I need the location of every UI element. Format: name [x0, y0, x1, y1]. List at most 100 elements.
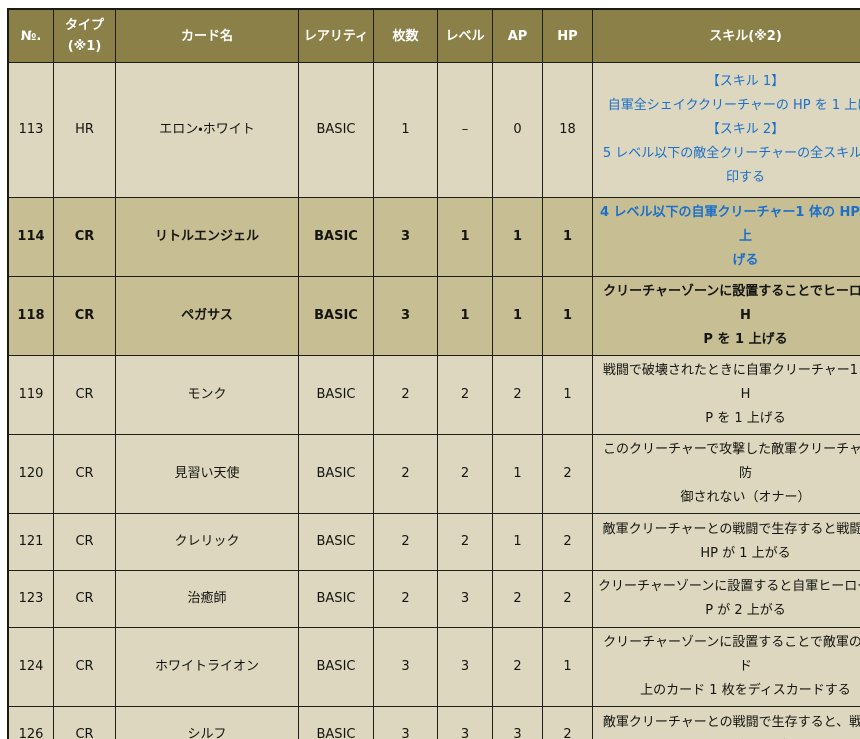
- table-header: №. タイプ (※1) カード名 レアリティ 枚数 レベル AP HP スキル(※2): [7, 8, 860, 63]
- cell-skill: クリーチャーゾーンに設置することで敵軍のハンド 上のカード 1 枚をディスカード…: [592, 627, 860, 707]
- header-row: №. タイプ (※1) カード名 レアリティ 枚数 レベル AP HP スキル(※2): [7, 8, 860, 63]
- cell-rarity: BASIC: [298, 197, 374, 277]
- cell-level: 1: [437, 197, 493, 277]
- cell-type: HR: [53, 62, 116, 198]
- column-header-level: レベル: [437, 8, 493, 63]
- cell-ap: 2: [492, 627, 543, 707]
- cell-level: 3: [437, 570, 493, 628]
- card-row-123: 123CR治癒師BASIC2322クリーチャーゾーンに設置すると自軍ヒーローのH…: [7, 570, 860, 628]
- cell-hp: 1: [542, 276, 593, 356]
- cell-ap: 2: [492, 355, 543, 435]
- cell-name: リトルエンジェル: [115, 197, 299, 277]
- cell-count: 2: [373, 513, 438, 571]
- cell-count: 1: [373, 62, 438, 198]
- cell-count: 3: [373, 706, 438, 739]
- card-row-114: 114 CR リトルエンジェル BASIC 3 1 1 1 4 レベル以下の自軍クリーチャー1 …: [7, 197, 860, 277]
- column-header-no: №.: [7, 8, 54, 63]
- cell-count: 2: [373, 355, 438, 435]
- column-header-type: タイプ (※1): [53, 8, 116, 63]
- cell-no: 118: [7, 276, 54, 356]
- cell-skill: クリーチャーゾーンに設置することでヒーローの H P を 1 上げる: [592, 276, 860, 356]
- card-row-126: 126 CR シルフ BASIC 3 3 3 2 敵軍クリーチャーとの戦闘で生存すると、戦闘後 …: [7, 706, 860, 739]
- cell-rarity: BASIC: [298, 276, 374, 356]
- cell-level: 1: [437, 276, 493, 356]
- cell-count: 3: [373, 276, 438, 356]
- cell-no: 113: [7, 62, 54, 198]
- cell-skill: 敵軍クリーチャーとの戦闘で生存すると、戦闘後 に HP が 1 上がる: [592, 706, 860, 739]
- cell-type: CR: [53, 513, 116, 571]
- cell-rarity: BASIC: [298, 570, 374, 628]
- cell-level: –: [437, 62, 493, 198]
- column-header-hp: HP: [542, 8, 593, 63]
- cell-count: 2: [373, 434, 438, 514]
- cell-hp: 1: [542, 197, 593, 277]
- card-row-120: 120 CR 見習い天使 BASIC 2 2 1 2 このクリーチャーで攻撃した敵軍クリーチャー…: [7, 434, 860, 514]
- cell-type: CR: [53, 434, 116, 514]
- cell-level: 2: [437, 355, 493, 435]
- cell-name: シルフ: [115, 706, 299, 739]
- cell-ap: 3: [492, 706, 543, 739]
- cell-hp: 1: [542, 627, 593, 707]
- cell-type: CR: [53, 706, 116, 739]
- cell-hp: 1: [542, 355, 593, 435]
- cell-no: 120: [7, 434, 54, 514]
- cell-no: 114: [7, 197, 54, 277]
- cell-skill: 【スキル 1】 自軍全シェイククリーチャーの HP を 1 上げる 【スキル 2…: [592, 62, 860, 198]
- cell-name: ペガサス: [115, 276, 299, 356]
- cell-no: 123: [7, 570, 54, 628]
- card-row-121: 121 CR クレリック BASIC 2 2 1 2 敵軍クリーチャーとの戦闘で生存すると戦闘後…: [7, 513, 860, 571]
- column-header-count: 枚数: [373, 8, 438, 63]
- cell-type: CR: [53, 627, 116, 707]
- card-row-124: 124 CR ホワイトライオン BASIC 3 3 2 1 クリーチャーゾーンに設置することで敵…: [7, 627, 860, 707]
- cell-rarity: BASIC: [298, 706, 374, 739]
- card-list-table: №. タイプ (※1) カード名 レアリティ 枚数 レベル AP HP スキル(※2) 113 H…: [7, 8, 860, 739]
- cell-count: 3: [373, 627, 438, 707]
- cell-type: CR: [53, 355, 116, 435]
- cell-type: CR: [53, 570, 116, 628]
- cell-rarity: BASIC: [298, 513, 374, 571]
- cell-ap: 1: [492, 513, 543, 571]
- cell-name: 治癒師: [115, 570, 299, 628]
- cell-level: 2: [437, 434, 493, 514]
- cell-level: 2: [437, 513, 493, 571]
- cell-hp: 2: [542, 706, 593, 739]
- cell-level: 3: [437, 706, 493, 739]
- column-header-name: カード名: [115, 8, 299, 63]
- cell-skill: 敵軍クリーチャーとの戦闘で生存すると戦闘後に HP が 1 上がる: [592, 513, 860, 571]
- cell-type: CR: [53, 276, 116, 356]
- cell-skill: 4 レベル以下の自軍クリーチャー1 体の HP を 1 上 げる: [592, 197, 860, 277]
- column-header-rarity: レアリティ: [298, 8, 374, 63]
- cell-rarity: BASIC: [298, 62, 374, 198]
- cell-name: クレリック: [115, 513, 299, 571]
- cell-count: 2: [373, 570, 438, 628]
- cell-ap: 0: [492, 62, 543, 198]
- cell-skill: このクリーチャーで攻撃した敵軍クリーチャーは防 御されない（オナー）: [592, 434, 860, 514]
- cell-no: 119: [7, 355, 54, 435]
- cell-rarity: BASIC: [298, 627, 374, 707]
- cell-ap: 2: [492, 570, 543, 628]
- cell-ap: 1: [492, 276, 543, 356]
- cell-hp: 18: [542, 62, 593, 198]
- cell-name: ホワイトライオン: [115, 627, 299, 707]
- column-header-ap: AP: [492, 8, 543, 63]
- cell-ap: 1: [492, 434, 543, 514]
- cell-name: エロン・ホワイト: [115, 62, 299, 198]
- cell-hp: 2: [542, 570, 593, 628]
- cell-skill: クリーチャーゾーンに設置すると自軍ヒーローのH P が 2 上がる: [592, 570, 860, 628]
- cell-no: 124: [7, 627, 54, 707]
- column-header-skill: スキル(※2): [592, 8, 860, 63]
- cell-name: 見習い天使: [115, 434, 299, 514]
- cell-hp: 2: [542, 513, 593, 571]
- cell-hp: 2: [542, 434, 593, 514]
- cell-ap: 1: [492, 197, 543, 277]
- cell-level: 3: [437, 627, 493, 707]
- card-row-113: 113 HR エロン・ホワイト BASIC 1–0 18 【スキル 1】 自軍全シェイククリ…: [7, 62, 860, 198]
- cell-count: 3: [373, 197, 438, 277]
- cell-name: モンク: [115, 355, 299, 435]
- cell-no: 121: [7, 513, 54, 571]
- cell-rarity: BASIC: [298, 434, 374, 514]
- cell-rarity: BASIC: [298, 355, 374, 435]
- cell-no: 126: [7, 706, 54, 739]
